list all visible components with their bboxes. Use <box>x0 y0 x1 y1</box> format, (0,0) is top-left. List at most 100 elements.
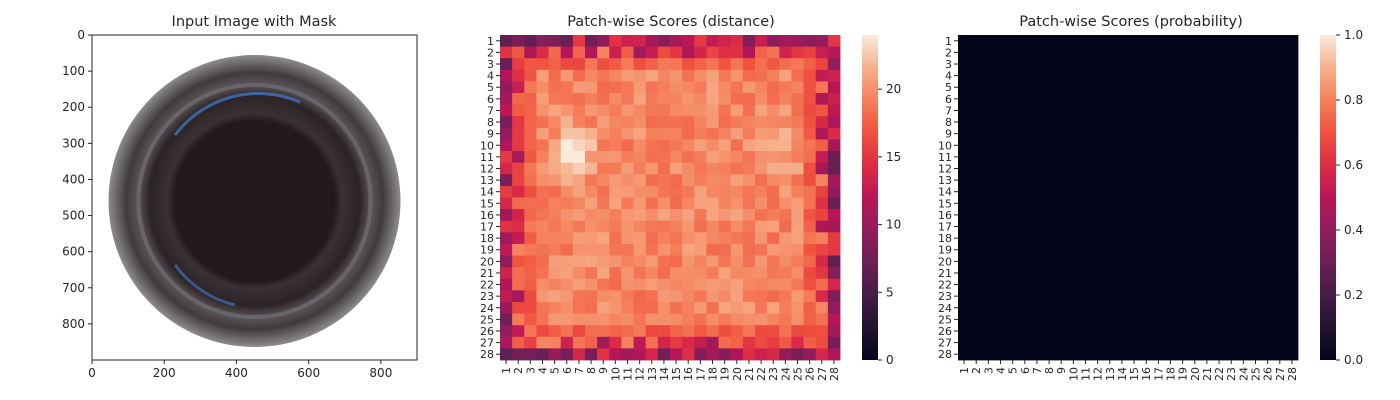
probability-heatmap-panel: Patch-wise Scores (probability) 12345678… <box>938 14 1363 381</box>
heatmap-cell <box>1200 209 1214 222</box>
heatmap-cell <box>755 348 768 361</box>
heatmap-cell <box>1200 255 1214 268</box>
heatmap-cell <box>1273 336 1287 349</box>
heatmap-cell <box>1285 243 1299 256</box>
heatmap-cell <box>827 325 841 338</box>
heatmap-cell <box>536 104 549 117</box>
heatmap-cell <box>803 151 817 164</box>
heatmap-cell <box>767 46 780 59</box>
heatmap-cell <box>548 255 562 268</box>
heatmap-cell <box>657 336 671 349</box>
x-tick-label: 21 <box>743 367 756 381</box>
heatmap-cell <box>1164 243 1177 256</box>
heatmap-cell <box>1079 35 1092 48</box>
x-tick-label: 8 <box>1043 367 1056 374</box>
heatmap-cell <box>682 93 695 106</box>
heatmap-cell <box>548 69 562 82</box>
heatmap-cell <box>536 255 549 268</box>
heatmap-cell <box>706 197 719 210</box>
heatmap-cell <box>706 93 719 106</box>
heatmap-cell <box>585 278 598 291</box>
distance-heatmap-axes: 1234567891011121314151617181920212223242… <box>480 35 841 381</box>
heatmap-cell <box>670 35 683 48</box>
heatmap-cell <box>1213 69 1226 82</box>
heatmap-cell <box>1261 209 1275 222</box>
heatmap-cell <box>1225 301 1238 314</box>
heatmap-cell <box>958 220 971 233</box>
heatmap-cell <box>958 174 971 187</box>
heatmap-cell <box>779 220 792 233</box>
x-tick-label: 14 <box>658 367 671 381</box>
heatmap-cell <box>1140 301 1153 314</box>
heatmap-cell <box>1261 116 1275 129</box>
heatmap-cell <box>1128 151 1141 164</box>
heatmap-cell <box>524 336 537 349</box>
heatmap-cell <box>1140 336 1153 349</box>
heatmap-cell <box>1115 69 1129 82</box>
y-tick-label: 23 <box>480 290 494 303</box>
glass-bottom <box>176 127 333 283</box>
heatmap-cell <box>1043 290 1056 303</box>
heatmap-cell <box>827 127 841 140</box>
heatmap-cell <box>560 139 574 152</box>
x-tick-label: 20 <box>1189 367 1202 381</box>
y-tick-label: 25 <box>938 313 952 326</box>
heatmap-cell <box>994 290 1007 303</box>
heatmap-cell <box>694 232 707 245</box>
y-tick-label: 3 <box>945 58 952 71</box>
heatmap-cell <box>994 255 1007 268</box>
y-tick-label: 14 <box>938 186 952 199</box>
heatmap-cell <box>585 58 598 71</box>
heatmap-cell <box>500 46 513 59</box>
colorbar-tick-label: 0.6 <box>1344 158 1363 172</box>
heatmap-cell <box>994 185 1007 198</box>
heatmap-cell <box>1115 267 1129 280</box>
heatmap-cell <box>657 197 671 210</box>
heatmap-cell <box>1103 336 1117 349</box>
heatmap-cell <box>755 325 768 338</box>
heatmap-cell <box>682 290 695 303</box>
heatmap-cell <box>1091 278 1105 291</box>
heatmap-cell <box>572 232 586 245</box>
heatmap-cell <box>1055 267 1068 280</box>
heatmap-cell <box>767 162 780 175</box>
heatmap-cell <box>1237 151 1250 164</box>
heatmap-cell <box>1055 197 1068 210</box>
heatmap-cell <box>982 348 995 361</box>
heatmap-cell <box>1079 243 1092 256</box>
colorbar-tick-label: 1.0 <box>1344 28 1363 42</box>
heatmap-cell <box>536 93 549 106</box>
heatmap-cell <box>1043 313 1056 326</box>
heatmap-cell <box>670 127 683 140</box>
heatmap-cell <box>718 69 732 82</box>
heatmap-cell <box>609 209 622 222</box>
heatmap-cell <box>1030 197 1044 210</box>
heatmap-cell <box>633 185 647 198</box>
heatmap-cell <box>1225 58 1238 71</box>
heatmap-cell <box>1030 35 1044 48</box>
heatmap-cell <box>500 267 513 280</box>
heatmap-cell <box>1237 290 1250 303</box>
heatmap-cell <box>1030 127 1044 140</box>
heatmap-cell <box>1091 220 1105 233</box>
heatmap-cell <box>585 197 598 210</box>
heatmap-cell <box>779 174 792 187</box>
heatmap-cell <box>1225 81 1238 94</box>
y-tick-label: 4 <box>945 70 952 83</box>
heatmap-cell <box>779 278 792 291</box>
heatmap-cell <box>1030 325 1044 338</box>
heatmap-cell <box>1273 348 1287 361</box>
heatmap-cell <box>1128 58 1141 71</box>
heatmap-cell <box>1006 278 1020 291</box>
heatmap-cell <box>548 151 562 164</box>
heatmap-cell <box>1200 267 1214 280</box>
heatmap-cell <box>633 46 647 59</box>
heatmap-cell <box>755 139 768 152</box>
heatmap-cell <box>1079 209 1092 222</box>
heatmap-cell <box>572 58 586 71</box>
heatmap-cell <box>1115 151 1129 164</box>
heatmap-cell <box>597 69 610 82</box>
heatmap-cell <box>1067 336 1080 349</box>
heatmap-cell <box>645 301 659 314</box>
heatmap-cell <box>791 104 804 117</box>
